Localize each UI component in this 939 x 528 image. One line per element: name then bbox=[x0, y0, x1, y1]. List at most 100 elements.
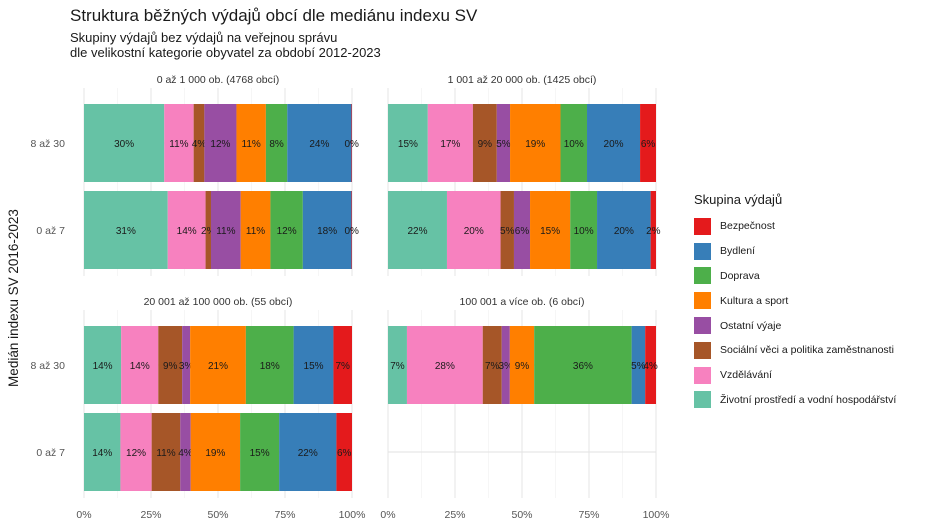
data-label: 9% bbox=[163, 361, 178, 372]
bar-segment bbox=[501, 326, 510, 404]
legend-label: Bezpečnost bbox=[720, 220, 775, 233]
legend-label: Bydlení bbox=[720, 245, 756, 258]
data-label: 22% bbox=[298, 448, 318, 459]
data-label: 2% bbox=[201, 226, 216, 237]
x-tick-label: 25% bbox=[444, 509, 465, 521]
bar-segment bbox=[240, 413, 280, 491]
data-label: 5% bbox=[631, 361, 646, 372]
bar-segment bbox=[388, 191, 447, 269]
data-label: 12% bbox=[210, 139, 230, 150]
legend-item: Vzdělávání bbox=[694, 363, 896, 388]
bar-segment bbox=[190, 326, 246, 404]
bar-segment bbox=[84, 413, 121, 491]
data-label: 6% bbox=[337, 448, 352, 459]
legend-label: Doprava bbox=[720, 269, 760, 282]
legend-label: Ostatní výaje bbox=[720, 319, 782, 332]
legend-item: Bezpečnost bbox=[694, 214, 896, 239]
bar-segment bbox=[597, 191, 651, 269]
bar-segment bbox=[279, 413, 337, 491]
bar-segment bbox=[121, 326, 159, 404]
legend-swatch bbox=[694, 341, 711, 359]
data-label: 14% bbox=[92, 448, 112, 459]
legend-item: Doprava bbox=[694, 264, 896, 289]
data-label: 22% bbox=[407, 226, 427, 237]
data-label: 10% bbox=[564, 139, 584, 150]
data-label: 17% bbox=[440, 139, 460, 150]
legend-label: Životní prostředí a vodní hospodářství bbox=[720, 393, 897, 406]
data-label: 3% bbox=[499, 361, 514, 372]
data-label: 11% bbox=[216, 226, 235, 237]
legend-label: Sociální věci a politika zaměstnanosti bbox=[720, 344, 894, 357]
legend-swatch bbox=[694, 292, 711, 310]
bar-segment bbox=[333, 326, 352, 404]
bar-segment bbox=[650, 191, 656, 269]
data-label: 7% bbox=[335, 361, 350, 372]
bar-segment bbox=[164, 104, 194, 182]
bar-segment bbox=[167, 191, 206, 269]
panel-title: 100 001 a více ob. (6 obcí) bbox=[460, 296, 585, 308]
panel-title: 20 001 až 100 000 ob. (55 obcí) bbox=[144, 296, 293, 308]
bar-segment bbox=[210, 191, 241, 269]
legend-item: Kultura a sport bbox=[694, 288, 896, 313]
legend-swatch bbox=[694, 217, 711, 235]
bar-segment bbox=[293, 326, 334, 404]
bar-segment bbox=[509, 326, 535, 404]
legend-swatch bbox=[694, 317, 711, 335]
legend-swatch bbox=[694, 242, 711, 260]
data-label: 19% bbox=[205, 448, 225, 459]
bar-segment bbox=[265, 104, 288, 182]
x-tick-label: 100% bbox=[643, 509, 670, 521]
data-label: 15% bbox=[398, 139, 418, 150]
x-tick-label: 0% bbox=[380, 509, 395, 521]
data-label: 7% bbox=[485, 361, 500, 372]
legend-swatch bbox=[694, 267, 711, 285]
chart-subtitle-line-1: Skupiny výdajů bez výdajů na veřejnou sp… bbox=[70, 30, 338, 45]
bar-segment bbox=[180, 413, 191, 491]
x-tick-label: 100% bbox=[339, 509, 366, 521]
data-label: 11% bbox=[156, 448, 175, 459]
bar-segment bbox=[205, 191, 211, 269]
x-tick-label: 50% bbox=[511, 509, 532, 521]
bar-segment bbox=[182, 326, 191, 404]
bar-segment bbox=[388, 104, 428, 182]
bar-segment bbox=[534, 326, 632, 404]
x-tick-label: 25% bbox=[140, 509, 161, 521]
data-label: 36% bbox=[573, 361, 593, 372]
data-label: 21% bbox=[208, 361, 228, 372]
data-label: 0% bbox=[345, 226, 360, 237]
data-label: 28% bbox=[435, 361, 455, 372]
legend: Skupina výdajů Bezpečnost Bydlení Doprava K… bbox=[694, 192, 896, 412]
bar-segment bbox=[240, 191, 271, 269]
bar-segment bbox=[472, 104, 497, 182]
data-label: 15% bbox=[250, 448, 270, 459]
data-label: 14% bbox=[130, 361, 150, 372]
y-tick-label: 0 až 7 bbox=[36, 447, 65, 459]
bar-segment bbox=[446, 191, 501, 269]
bar-segment bbox=[236, 104, 266, 182]
legend-swatch bbox=[694, 391, 711, 409]
data-label: 20% bbox=[604, 139, 624, 150]
x-tick-label: 75% bbox=[578, 509, 599, 521]
y-tick-label: 8 až 30 bbox=[31, 138, 66, 150]
bar-segment bbox=[406, 326, 483, 404]
data-label: 0% bbox=[345, 139, 360, 150]
bar-segment bbox=[351, 191, 352, 269]
bar-segment bbox=[336, 413, 352, 491]
bar-segment bbox=[193, 104, 205, 182]
data-label: 30% bbox=[114, 139, 134, 150]
x-tick-label: 50% bbox=[207, 509, 228, 521]
x-tick-label: 0% bbox=[76, 509, 91, 521]
data-label: 20% bbox=[614, 226, 634, 237]
bar-segment bbox=[190, 413, 241, 491]
bar-segment bbox=[427, 104, 473, 182]
panel-title: 0 až 1 000 ob. (4768 obcí) bbox=[157, 74, 280, 86]
bar-segment bbox=[500, 191, 514, 269]
bar-segment bbox=[84, 191, 168, 269]
data-label: 12% bbox=[126, 448, 146, 459]
bar-segment bbox=[560, 104, 588, 182]
bar-segment bbox=[482, 326, 502, 404]
bar-segment bbox=[645, 326, 656, 404]
bar-segment bbox=[245, 326, 294, 404]
bar-segment bbox=[510, 104, 561, 182]
legend-title: Skupina výdajů bbox=[694, 192, 783, 207]
